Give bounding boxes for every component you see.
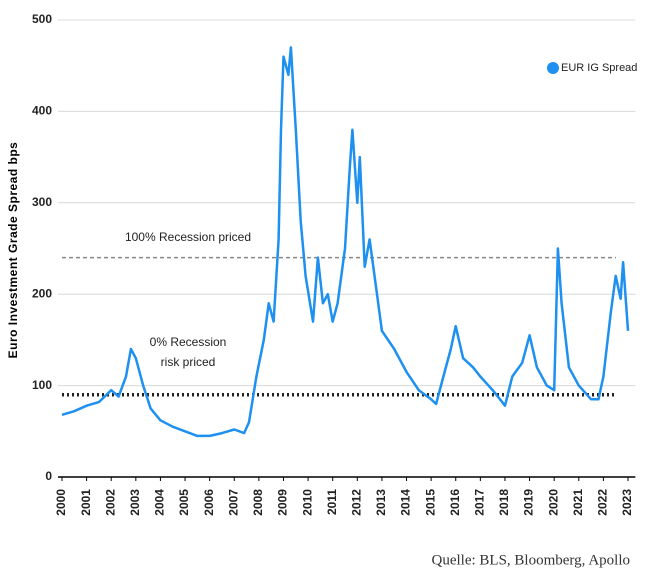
x-tick-label: 2012 xyxy=(349,489,363,516)
x-tick-label: 2003 xyxy=(128,489,142,516)
y-axis-label: Euro Investment Grade Spread bps xyxy=(6,142,20,359)
x-tick-label: 2013 xyxy=(374,489,388,516)
x-tick-label: 2020 xyxy=(546,489,560,516)
y-tick-label: 200 xyxy=(32,286,52,300)
x-tick-label: 2011 xyxy=(325,489,339,515)
x-tick-label: 2010 xyxy=(300,489,314,516)
reference-label: 100% Recession priced xyxy=(125,230,251,244)
legend-swatch xyxy=(547,62,559,74)
x-tick-label: 2019 xyxy=(522,489,536,516)
y-tick-label: 300 xyxy=(32,195,52,209)
x-tick-label: 2001 xyxy=(79,489,93,516)
x-tick-label: 2017 xyxy=(473,489,487,516)
y-tick-label: 500 xyxy=(32,12,52,26)
x-tick-label: 2014 xyxy=(399,489,413,516)
reference-label: 0% Recession xyxy=(150,335,227,349)
x-tick-label: 2005 xyxy=(177,489,191,516)
x-tick-label: 2023 xyxy=(620,489,634,516)
x-tick-label: 2016 xyxy=(448,489,462,516)
x-tick-label: 2002 xyxy=(103,489,117,516)
x-tick-label: 2022 xyxy=(596,489,610,516)
y-tick-label: 100 xyxy=(32,378,52,392)
x-tick-label: 2007 xyxy=(226,489,240,516)
x-tick-label: 2021 xyxy=(571,489,585,516)
series-line xyxy=(61,46,630,438)
x-tick-label: 2004 xyxy=(153,489,167,516)
y-tick-label: 400 xyxy=(32,104,52,118)
x-tick-label: 2000 xyxy=(54,489,68,516)
x-tick-label: 2015 xyxy=(423,489,437,516)
x-tick-label: 2018 xyxy=(497,489,511,516)
x-tick-label: 2006 xyxy=(202,489,216,516)
y-tick-label: 0 xyxy=(45,469,52,483)
x-tick-label: 2008 xyxy=(251,489,265,516)
x-tick-label: 2009 xyxy=(276,489,290,516)
source: Quelle: BLS, Bloomberg, Apollo xyxy=(432,552,630,568)
reference-label: risk priced xyxy=(161,355,216,369)
legend-label: EUR IG Spread xyxy=(561,62,637,74)
